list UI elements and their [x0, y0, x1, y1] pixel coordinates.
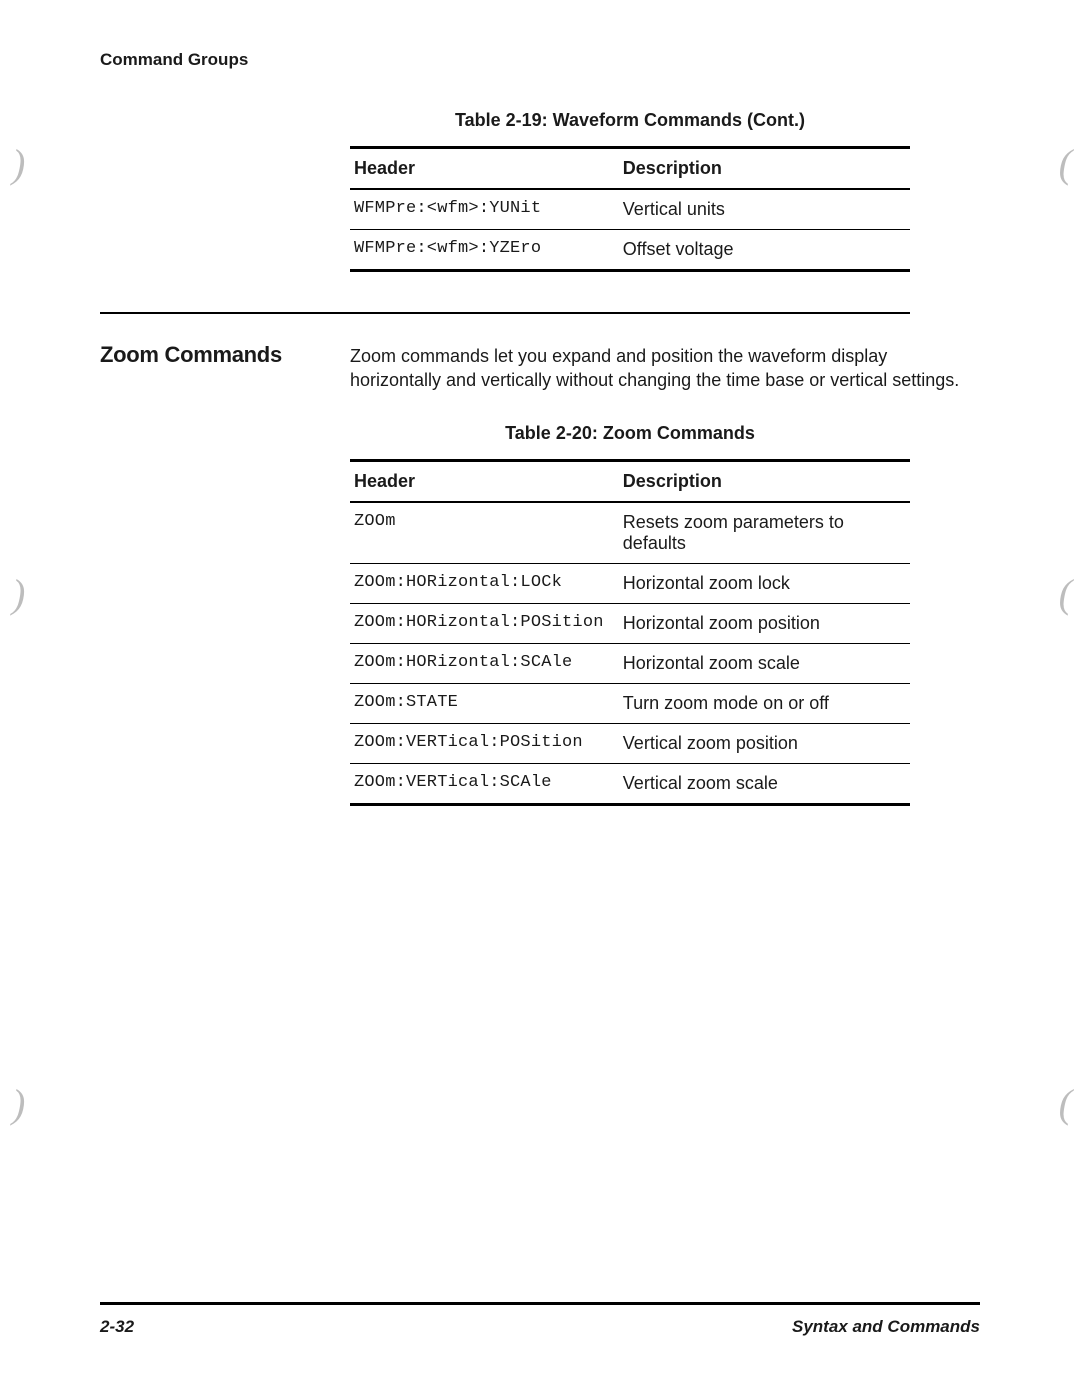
scan-mark-icon: ( [1059, 570, 1072, 617]
table-row: ZOOm:STATE Turn zoom mode on or off [350, 683, 910, 723]
scan-mark-icon: ) [12, 1080, 25, 1127]
scan-mark-icon: ( [1059, 140, 1072, 187]
page: Command Groups Table 2-19: Waveform Comm… [0, 0, 1080, 1397]
table-row: ZOOm:HORizontal:SCAle Horizontal zoom sc… [350, 643, 910, 683]
table-waveform-commands: Table 2-19: Waveform Commands (Cont.) He… [350, 110, 910, 272]
table-col-header: Header [350, 148, 619, 190]
footer-section: Syntax and Commands [792, 1317, 980, 1337]
footer-rule [100, 1302, 980, 1305]
scan-mark-icon: ) [12, 140, 25, 187]
desc-cell: Vertical zoom scale [619, 763, 910, 804]
table-row: ZOOm:HORizontal:LOCk Horizontal zoom loc… [350, 563, 910, 603]
table: Header Description WFMPre:<wfm>:YUNit Ve… [350, 146, 910, 272]
page-number: 2-32 [100, 1317, 134, 1337]
cmd-cell: WFMPre:<wfm>:YUNit [350, 189, 619, 230]
cmd-cell: ZOOm:VERTical:SCAle [350, 763, 619, 804]
desc-cell: Horizontal zoom lock [619, 563, 910, 603]
desc-cell: Turn zoom mode on or off [619, 683, 910, 723]
section-divider [100, 312, 910, 314]
scan-mark-icon: ( [1059, 1080, 1072, 1127]
desc-cell: Vertical units [619, 189, 910, 230]
cmd-cell: WFMPre:<wfm>:YZEro [350, 230, 619, 271]
section-heading: Zoom Commands [100, 344, 350, 366]
cmd-cell: ZOOm:HORizontal:POSition [350, 603, 619, 643]
table-title: Table 2-20: Zoom Commands [350, 423, 910, 444]
page-footer: 2-32 Syntax and Commands [100, 1302, 980, 1337]
table-row: WFMPre:<wfm>:YUNit Vertical units [350, 189, 910, 230]
desc-cell: Resets zoom parameters to defaults [619, 502, 910, 564]
cmd-cell: ZOOm:STATE [350, 683, 619, 723]
table-col-desc: Description [619, 460, 910, 502]
scan-mark-icon: ) [12, 570, 25, 617]
desc-cell: Horizontal zoom scale [619, 643, 910, 683]
table-row: ZOOm Resets zoom parameters to defaults [350, 502, 910, 564]
table: Header Description ZOOm Resets zoom para… [350, 459, 910, 806]
cmd-cell: ZOOm:HORizontal:LOCk [350, 563, 619, 603]
cmd-cell: ZOOm:VERTical:POSition [350, 723, 619, 763]
cmd-cell: ZOOm [350, 502, 619, 564]
table-row: ZOOm:HORizontal:POSition Horizontal zoom… [350, 603, 910, 643]
page-header: Command Groups [100, 50, 980, 70]
table-row: ZOOm:VERTical:SCAle Vertical zoom scale [350, 763, 910, 804]
table-zoom-commands: Table 2-20: Zoom Commands Header Descrip… [350, 423, 910, 806]
table-row: ZOOm:VERTical:POSition Vertical zoom pos… [350, 723, 910, 763]
section-body: Zoom commands let you expand and positio… [350, 344, 980, 393]
table-col-desc: Description [619, 148, 910, 190]
section-zoom-commands: Zoom Commands Zoom commands let you expa… [100, 344, 980, 393]
desc-cell: Vertical zoom position [619, 723, 910, 763]
desc-cell: Horizontal zoom position [619, 603, 910, 643]
table-col-header: Header [350, 460, 619, 502]
table-row: WFMPre:<wfm>:YZEro Offset voltage [350, 230, 910, 271]
cmd-cell: ZOOm:HORizontal:SCAle [350, 643, 619, 683]
desc-cell: Offset voltage [619, 230, 910, 271]
table-title: Table 2-19: Waveform Commands (Cont.) [350, 110, 910, 131]
